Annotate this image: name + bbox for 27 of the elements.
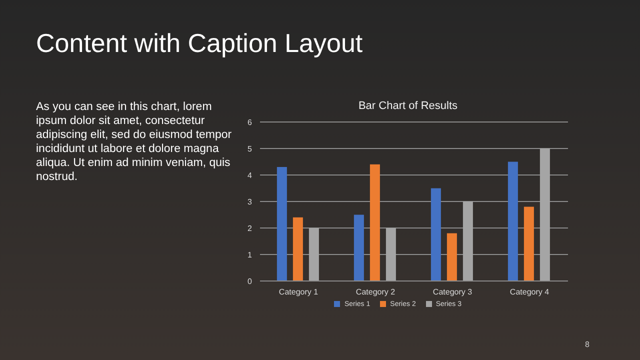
bar: [430, 188, 441, 281]
y-tick-label: 0: [248, 276, 253, 286]
x-tick-label: Category 3: [432, 288, 473, 297]
text: Content with Caption Layout: [36, 28, 363, 59]
bar: [370, 164, 380, 281]
x-tick-label: Category 4: [510, 288, 550, 297]
bar: [524, 206, 534, 281]
bar: [508, 162, 518, 281]
text: As you can see in this chart, lorem ipsum dolor sit amet, consectetur adipiscing elit, sed do eiusmod tempor incididunt ut labore et dolore magna aliqua. Ut enim ad minim veniam, quis nostrud.: [36, 100, 233, 184]
bar: [462, 202, 473, 281]
x-tick-label: Category 1: [278, 288, 319, 297]
y-tick-label: 2: [248, 224, 253, 233]
bar: [540, 148, 550, 281]
bar: [446, 233, 457, 281]
chart-title: Bar Chart of Results: [357, 100, 459, 114]
bar: [276, 167, 287, 281]
bar: [292, 217, 303, 281]
y-tick-label: 6: [248, 118, 253, 127]
y-tick-label: 1: [248, 250, 253, 260]
bar: [308, 228, 319, 281]
y-tick-label: 5: [248, 144, 253, 154]
bar: [354, 214, 364, 281]
y-tick-label: 4: [248, 170, 253, 180]
bar: [386, 228, 396, 281]
x-tick-label: Category 2: [356, 288, 396, 297]
text: 8: [585, 340, 590, 349]
y-tick-label: 3: [248, 197, 253, 206]
